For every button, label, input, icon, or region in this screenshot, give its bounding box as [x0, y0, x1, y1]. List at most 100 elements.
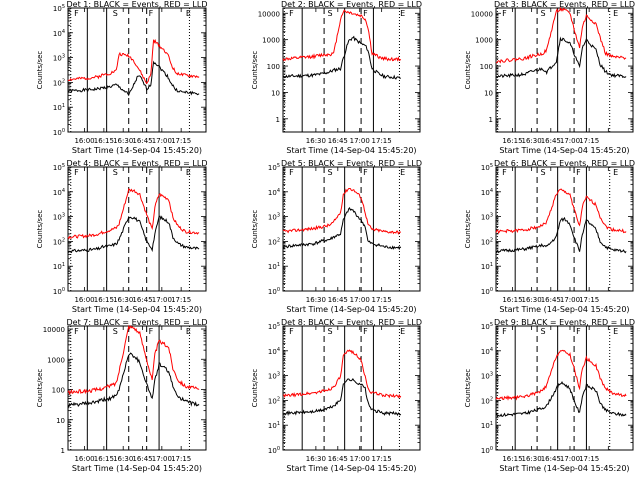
lld-series-line — [282, 188, 402, 235]
plot-frame — [495, 325, 634, 451]
lld-series-line — [67, 38, 200, 85]
detector-panel-3: 1 10 100 1000 10000 16:1516:3016:4517:0017:15… — [464, 0, 635, 155]
x-tick-label: 16:15 — [94, 137, 114, 145]
interval-marker-label: E — [400, 9, 405, 18]
interval-marker-label: F — [576, 168, 581, 177]
plot-frame — [67, 166, 207, 292]
interval-marker-label: F — [502, 9, 507, 18]
y-tick-label: 100 — [53, 287, 65, 296]
y-tick-label: 104 — [53, 29, 65, 38]
y-tick-label: 1 — [61, 447, 65, 455]
panel-title: Det 8: BLACK = Events, RED = LLD — [281, 318, 422, 327]
x-tick-label: 16:45 — [328, 296, 348, 304]
y-tick-label: 100 — [481, 446, 493, 455]
x-tick-label: 17:15 — [171, 296, 191, 304]
interval-marker-label: S — [113, 9, 118, 18]
y-axis-label: Counts/sec — [251, 369, 259, 408]
y-tick-label: 102 — [268, 396, 280, 405]
interval-marker-label: F — [74, 327, 79, 336]
interval-marker-label: S — [327, 168, 332, 177]
events-series-line — [283, 378, 402, 417]
interval-marker-label: E — [400, 168, 405, 177]
x-axis-label: Start Time (14-Sep-04 15:45:20) — [499, 305, 629, 314]
interval-marker-label: E — [186, 9, 191, 18]
y-tick-label: 1 — [489, 116, 493, 124]
interval-marker-label: S — [113, 327, 118, 336]
y-tick-label: 102 — [53, 78, 65, 87]
x-tick-label: 17:15 — [372, 455, 392, 463]
y-tick-label: 104 — [481, 347, 493, 356]
lld-series-line — [496, 6, 627, 64]
y-tick-label: 100 — [267, 63, 280, 71]
x-tick-label: 17:00 — [350, 455, 370, 463]
y-axis-label: Counts/sec — [464, 369, 472, 408]
y-tick-label: 101 — [481, 421, 493, 430]
x-tick-label: 16:45 — [541, 455, 561, 463]
panel-title: Det 6: BLACK = Events, RED = LLD — [494, 159, 635, 168]
y-axis-label: Counts/sec — [251, 51, 259, 90]
x-tick-label: 16:30 — [113, 296, 133, 304]
x-tick-label: 17:00 — [350, 137, 370, 145]
y-axis-label: Counts/sec — [36, 51, 44, 90]
x-tick-label: 16:00 — [74, 137, 94, 145]
x-tick-label: 17:15 — [579, 455, 599, 463]
interval-marker-label: E — [613, 327, 618, 336]
y-tick-label: 102 — [53, 237, 65, 246]
y-tick-label: 101 — [268, 262, 280, 271]
y-tick-label: 102 — [481, 237, 493, 246]
y-tick-label: 10 — [271, 89, 280, 97]
x-tick-label: 16:00 — [74, 455, 94, 463]
x-tick-label: 17:00 — [152, 296, 172, 304]
interval-marker-label: S — [540, 168, 545, 177]
panel-title: Det 3: BLACK = Events, RED = LLD — [494, 0, 635, 9]
y-tick-label: 101 — [53, 262, 65, 271]
detector-panel-7: 1 10 100 1000 10000 16:00 16:15 16:30 16:45 17:00… — [36, 318, 207, 473]
x-tick-label: 16:45 — [328, 137, 348, 145]
interval-marker-label: F — [363, 9, 368, 18]
y-tick-label: 10 — [56, 417, 65, 425]
x-tick-label: 17:00 — [350, 296, 370, 304]
plot-frame — [282, 325, 421, 451]
y-tick-label: 105 — [268, 163, 280, 172]
x-tick-label: 16:30 — [113, 137, 133, 145]
y-tick-label: 100 — [52, 387, 65, 395]
x-tick-label: 16:30 — [113, 455, 133, 463]
y-tick-label: 105 — [53, 163, 65, 172]
panel-title: Det 7: BLACK = Events, RED = LLD — [67, 318, 208, 327]
x-tick-label: 16:15 — [502, 296, 522, 304]
y-tick-label: 104 — [481, 188, 493, 197]
panel-title: Det 5: BLACK = Events, RED = LLD — [281, 159, 422, 168]
y-tick-label: 10000 — [471, 10, 493, 18]
lld-series-line — [282, 9, 402, 62]
x-tick-label: 16:30 — [522, 137, 542, 145]
y-tick-label: 103 — [481, 372, 493, 381]
events-series-line — [282, 35, 401, 80]
detector-panel-6: 100 101 102 103 104 105 16:1516:3016:4517:0017… — [464, 159, 635, 314]
y-tick-label: 1000 — [47, 356, 65, 364]
interval-marker-label: F — [363, 168, 368, 177]
interval-marker-label: F — [289, 168, 294, 177]
plot-frame — [282, 166, 421, 292]
lld-series-line — [495, 349, 627, 401]
x-tick-label: 17:15 — [579, 296, 599, 304]
y-tick-label: 1000 — [475, 37, 493, 45]
interval-marker-label: E — [613, 9, 618, 18]
x-tick-label: 16:45 — [132, 137, 152, 145]
y-tick-label: 102 — [481, 396, 493, 405]
x-axis-label: Start Time (14-Sep-04 15:45:20) — [72, 464, 202, 473]
interval-marker-label: F — [149, 327, 154, 336]
interval-marker-label: F — [363, 327, 368, 336]
x-tick-label: 16:15 — [502, 455, 522, 463]
interval-marker-label: S — [113, 168, 118, 177]
lld-series-line — [495, 188, 627, 234]
detector-panel-8: 100 101 102 103 104 105 16:30 16:45 17:00 17:15 F S… — [251, 318, 422, 473]
y-axis-label: Counts/sec — [251, 210, 259, 249]
y-axis-label: Counts/sec — [36, 369, 44, 408]
y-tick-label: 104 — [268, 188, 280, 197]
events-series-line — [495, 216, 627, 254]
events-series-line — [67, 215, 200, 254]
interval-marker-label: S — [540, 327, 545, 336]
y-tick-label: 101 — [481, 262, 493, 271]
y-tick-label: 103 — [268, 213, 280, 222]
